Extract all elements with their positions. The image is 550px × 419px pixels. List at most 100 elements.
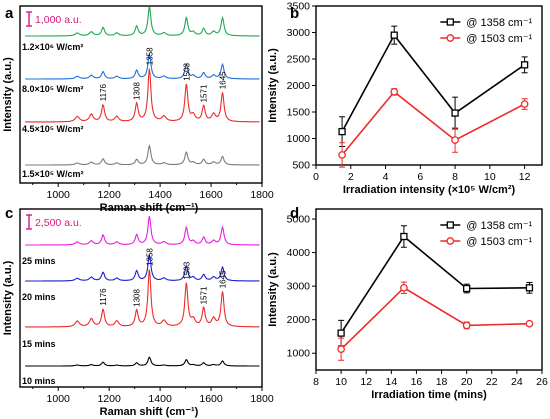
spectrum-line bbox=[25, 6, 260, 37]
scale-bar-label: 1,000 a.u. bbox=[35, 14, 82, 26]
series-label: 25 mins bbox=[22, 256, 56, 266]
legend-marker bbox=[446, 18, 454, 26]
y-tick-label: 2500 bbox=[287, 54, 311, 66]
y-tick-label: 1000 bbox=[287, 133, 311, 145]
plot-frame bbox=[315, 5, 543, 166]
x-tick-label: 1800 bbox=[250, 393, 274, 405]
legend-marker bbox=[446, 237, 455, 245]
data-point bbox=[520, 61, 529, 69]
series-line bbox=[340, 235, 530, 334]
series-line bbox=[341, 90, 525, 156]
x-axis-label: Irradiation time (mins) bbox=[371, 389, 487, 401]
data-point bbox=[338, 151, 346, 159]
panel-c-plot: c 1000 1200 1400 1600 1800 Raman shift (cm⁻¹) I… bbox=[2, 205, 274, 418]
data-point bbox=[451, 109, 459, 117]
panel-letter: a bbox=[5, 5, 14, 22]
x-tick-label: 8 bbox=[313, 376, 319, 388]
y-tick-label: 3000 bbox=[287, 27, 311, 39]
legend-label: @ 1358 cm⁻¹ bbox=[466, 220, 532, 232]
x-tick-label: 10 bbox=[484, 171, 496, 183]
data-point bbox=[463, 284, 471, 293]
x-tick-label: 14 bbox=[385, 376, 397, 388]
x-tick-label: 24 bbox=[511, 376, 523, 388]
x-tick-label: 1200 bbox=[97, 393, 121, 405]
spectrum-line bbox=[25, 254, 260, 282]
spectrum-line bbox=[25, 269, 260, 328]
x-tick-label: 1800 bbox=[250, 189, 274, 201]
x-tick-label: 1000 bbox=[47, 189, 71, 201]
series-label: 4.5×10⁵ W/cm² bbox=[22, 124, 84, 134]
plot-frame bbox=[315, 208, 543, 371]
y-tick-label: 3500 bbox=[287, 1, 311, 13]
series-label: 1.5×10⁵ W/cm² bbox=[22, 169, 84, 179]
peak-label: 1503 bbox=[182, 62, 191, 80]
peak-label: 1645 bbox=[219, 71, 228, 89]
x-tick-label: 22 bbox=[486, 376, 498, 388]
peak-label: 1358 bbox=[145, 248, 154, 266]
y-tick-label: 2000 bbox=[287, 314, 311, 326]
peak-label: 1308 bbox=[133, 289, 142, 307]
panel-b-plot: b 0 2 4 6 8 10 12 500 1000 1500 2000 2500 3000 3500 Irr… bbox=[267, 1, 543, 196]
peak-label: 1358 bbox=[145, 47, 154, 65]
data-point bbox=[451, 136, 459, 144]
x-axis-label: Raman shift (cm⁻¹) bbox=[100, 202, 199, 214]
peak-label: 1503 bbox=[182, 261, 191, 279]
series-label: 10 mins bbox=[22, 376, 56, 386]
data-point bbox=[338, 127, 346, 136]
series-label: 1.2×10⁶ W/cm² bbox=[22, 42, 83, 52]
x-tick-label: 0 bbox=[313, 171, 319, 183]
x-tick-label: 18 bbox=[436, 376, 448, 388]
panel-a-plot: a 1000 1200 1400 1600 1800 Raman shift (cm⁻¹) I… bbox=[2, 5, 274, 214]
spectrum-line bbox=[25, 356, 260, 367]
series-line bbox=[340, 286, 530, 350]
y-axis-label: Intensity (a.u.) bbox=[267, 48, 279, 123]
x-tick-label: 1600 bbox=[199, 189, 223, 201]
data-point bbox=[520, 100, 529, 108]
spectrum-line bbox=[25, 53, 260, 80]
spectrum-line bbox=[25, 144, 260, 166]
series-label: 8.0×10⁵ W/cm² bbox=[22, 84, 84, 94]
x-tick-label: 1400 bbox=[148, 393, 172, 405]
panel-letter: c bbox=[5, 205, 13, 222]
legend-marker bbox=[446, 221, 454, 229]
x-tick-label: 16 bbox=[411, 376, 423, 388]
y-axis-label: Intensity (a.u.) bbox=[267, 252, 279, 327]
x-tick-label: 1000 bbox=[47, 393, 71, 405]
y-axis-label: Intensity (a.u.) bbox=[2, 260, 14, 335]
legend-marker bbox=[446, 34, 455, 42]
y-tick-label: 500 bbox=[292, 160, 310, 172]
series-line bbox=[341, 33, 526, 132]
data-point bbox=[337, 329, 345, 337]
x-tick-label: 1400 bbox=[148, 189, 172, 201]
data-point bbox=[390, 88, 399, 96]
data-point bbox=[337, 345, 345, 354]
y-tick-label: 2000 bbox=[287, 80, 311, 92]
spectrum-line bbox=[25, 216, 260, 246]
y-tick-label: 1000 bbox=[287, 348, 311, 360]
data-point bbox=[462, 321, 471, 330]
plot-frame bbox=[19, 208, 263, 388]
legend-label: @ 1358 cm⁻¹ bbox=[466, 17, 532, 29]
x-tick-label: 12 bbox=[360, 376, 372, 388]
plot-frame bbox=[19, 5, 263, 184]
y-tick-label: 5000 bbox=[287, 214, 311, 226]
peak-label: 1176 bbox=[99, 288, 108, 306]
legend-label: @ 1503 cm⁻¹ bbox=[466, 236, 532, 248]
x-tick-label: 26 bbox=[536, 376, 548, 388]
y-tick-label: 3000 bbox=[287, 281, 311, 293]
x-tick-label: 1600 bbox=[199, 393, 223, 405]
legend-label: @ 1503 cm⁻¹ bbox=[466, 33, 532, 45]
peak-label: 1645 bbox=[219, 270, 228, 288]
panel-d-plot: d 8 10 12 14 16 18 20 22 24 26 1000 2000 3000 4000 5000… bbox=[267, 205, 548, 401]
data-point bbox=[525, 284, 534, 292]
peak-label: 1571 bbox=[200, 84, 209, 102]
panel-letter: b bbox=[290, 5, 299, 22]
x-axis-label: Irradiation intensity (×10⁵ W/cm²) bbox=[343, 184, 516, 196]
x-tick-label: 4 bbox=[383, 171, 389, 183]
y-tick-label: 1500 bbox=[287, 107, 311, 119]
panel-letter: d bbox=[290, 205, 299, 222]
y-axis-label: Intensity (a.u.) bbox=[2, 57, 14, 132]
x-axis-label: Raman shift (cm⁻¹) bbox=[100, 406, 199, 418]
spectrum-line bbox=[25, 68, 260, 123]
